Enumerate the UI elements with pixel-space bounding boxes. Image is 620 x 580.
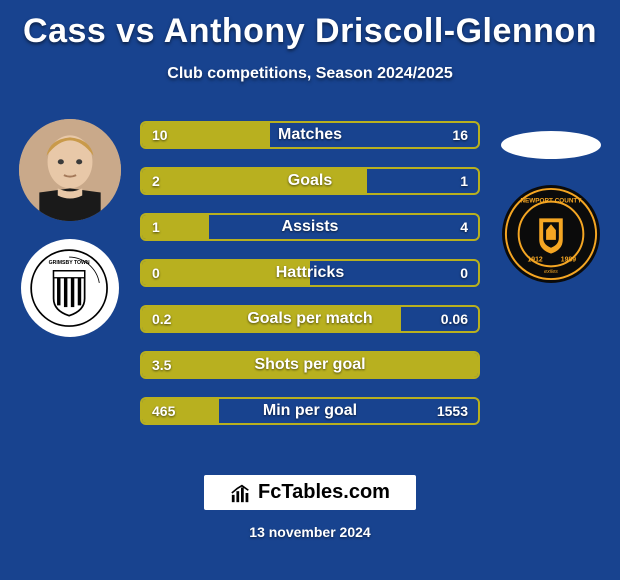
stat-row: 3.5Shots per goal: [140, 351, 480, 379]
stat-value-right: 16: [452, 127, 468, 143]
stat-value-left: 0: [152, 265, 160, 281]
stat-row: 0.20.06Goals per match: [140, 305, 480, 333]
stat-bar-left: [142, 307, 401, 331]
stat-value-right: 0.06: [441, 311, 468, 327]
stat-value-left: 2: [152, 173, 160, 189]
stat-row: 1016Matches: [140, 121, 480, 149]
stat-value-right: 0: [460, 265, 468, 281]
svg-text:1989: 1989: [560, 256, 575, 263]
svg-text:GRIMSBY TOWN: GRIMSBY TOWN: [49, 260, 90, 266]
stat-value-right: 1: [460, 173, 468, 189]
chart-icon: [230, 482, 252, 504]
right-club-badge: NEWPORT COUNTY 1912 1989 exiles: [502, 185, 600, 283]
stat-bar-left: [142, 353, 478, 377]
stat-row: 14Assists: [140, 213, 480, 241]
comparison-title: Cass vs Anthony Driscoll-Glennon: [0, 0, 620, 51]
stat-row: 4651553Min per goal: [140, 397, 480, 425]
comparison-bars: 1016Matches21Goals14Assists00Hattricks0.…: [140, 121, 480, 425]
left-player-avatar: [19, 119, 121, 221]
stat-value-right: 4: [460, 219, 468, 235]
right-player-avatar-placeholder: [501, 131, 601, 159]
stat-bar-left: [142, 169, 367, 193]
left-club-badge: GRIMSBY TOWN: [21, 239, 119, 337]
stat-bar-left: [142, 261, 310, 285]
stat-value-left: 10: [152, 127, 168, 143]
brand-badge: FcTables.com: [204, 475, 416, 510]
stat-value-left: 3.5: [152, 357, 171, 373]
comparison-main: GRIMSBY TOWN NEWPORT COUNTY 1912 1989 ex…: [0, 111, 620, 431]
stat-value-right: 1553: [437, 403, 468, 419]
stat-row: 00Hattricks: [140, 259, 480, 287]
stat-value-left: 1: [152, 219, 160, 235]
date-text: 13 november 2024: [249, 524, 370, 540]
left-column: GRIMSBY TOWN: [12, 119, 127, 337]
svg-text:NEWPORT COUNTY: NEWPORT COUNTY: [520, 198, 582, 205]
stat-row: 21Goals: [140, 167, 480, 195]
brand-text: FcTables.com: [258, 481, 390, 504]
svg-text:1912: 1912: [527, 256, 542, 263]
comparison-subtitle: Club competitions, Season 2024/2025: [0, 65, 620, 83]
footer: FcTables.com 13 november 2024: [0, 475, 620, 540]
svg-text:exiles: exiles: [544, 269, 558, 275]
right-column: NEWPORT COUNTY 1912 1989 exiles: [493, 131, 608, 283]
stat-value-left: 0.2: [152, 311, 171, 327]
stat-value-left: 465: [152, 403, 175, 419]
